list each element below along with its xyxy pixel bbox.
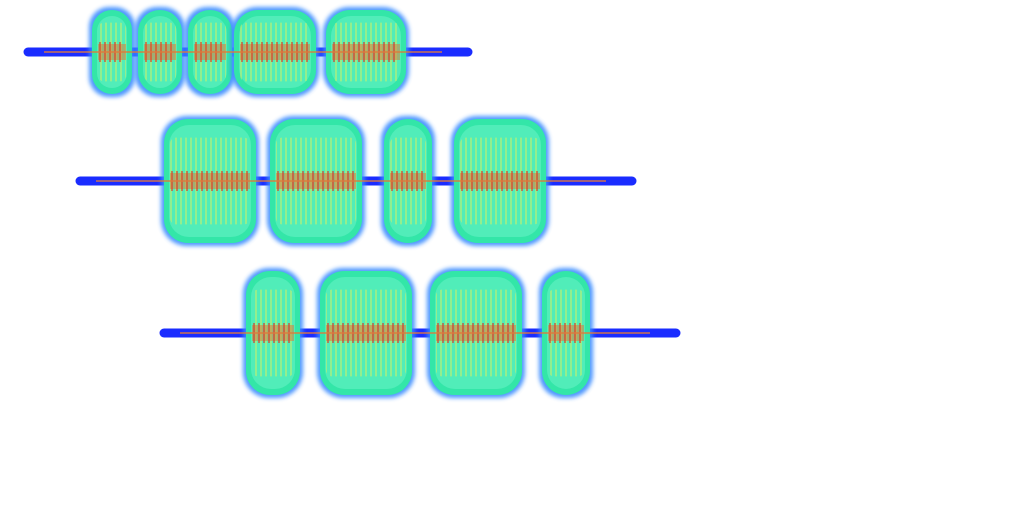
strands-layer <box>13 7 691 398</box>
strand-1 <box>13 7 483 97</box>
strand-2 <box>65 116 647 246</box>
strand-3 <box>149 268 691 398</box>
